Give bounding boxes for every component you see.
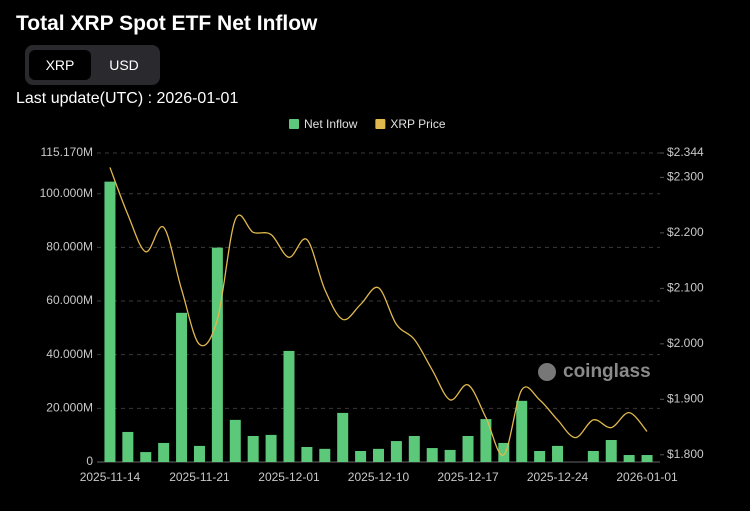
x-tick-label: 2025-11-14 — [80, 470, 141, 484]
bar — [193, 445, 205, 462]
y-tick-label: 40.000M — [46, 347, 93, 361]
x-tick-label: 2026-01-01 — [616, 470, 678, 484]
bar — [587, 450, 599, 462]
bar — [605, 439, 617, 462]
y2-tick-label: $2.344 — [667, 145, 704, 159]
legend-label: XRP Price — [390, 117, 445, 131]
bar — [140, 452, 152, 462]
legend-swatch — [289, 119, 299, 129]
tab-usd[interactable]: USD — [109, 57, 139, 73]
y-tick-label: 20.000M — [46, 401, 93, 415]
bar — [480, 419, 492, 462]
bar — [444, 449, 456, 462]
bar — [623, 455, 635, 462]
bar — [498, 442, 510, 462]
y2-tick-label: $2.100 — [667, 281, 704, 295]
bar — [355, 450, 367, 462]
x-tick-label: 2025-12-01 — [258, 470, 320, 484]
page-title: Total XRP Spot ETF Net Inflow — [16, 12, 318, 35]
last-update: Last update(UTC) : 2026-01-01 — [16, 90, 239, 107]
legend-label: Net Inflow — [304, 117, 358, 131]
y-tick-label: 60.000M — [46, 293, 93, 307]
tab-xrp[interactable]: XRP — [29, 50, 91, 80]
bar — [319, 448, 331, 462]
watermark-icon — [538, 363, 556, 381]
bar — [104, 181, 116, 462]
y-tick-label: 100.000M — [40, 186, 93, 200]
x-tick-label: 2025-11-21 — [169, 470, 230, 484]
bar — [211, 247, 223, 462]
y2-tick-label: $2.000 — [667, 336, 704, 350]
price-line — [109, 167, 648, 456]
bar — [301, 446, 313, 462]
y-tick-label: 115.170M — [41, 145, 93, 159]
bar — [408, 435, 420, 462]
bar — [265, 434, 277, 462]
y2-tick-label: $2.300 — [667, 170, 704, 184]
bar — [534, 450, 546, 462]
bar — [641, 455, 653, 462]
bar — [516, 400, 528, 462]
bar — [122, 431, 134, 462]
bar — [247, 435, 259, 462]
y2-tick-label: $1.900 — [667, 391, 704, 405]
x-tick-label: 2025-12-17 — [437, 470, 499, 484]
watermark-text: coinglass — [563, 361, 651, 382]
bar — [229, 419, 241, 462]
bar — [337, 412, 349, 462]
bar — [158, 442, 170, 462]
legend-swatch — [375, 119, 386, 129]
y2-tick-label: $2.200 — [667, 225, 704, 239]
bar — [176, 312, 188, 462]
y-tick-label: 0 — [86, 454, 93, 468]
bar — [373, 448, 384, 462]
bar — [426, 448, 438, 462]
x-tick-label: 2025-12-10 — [348, 470, 410, 484]
y-tick-label: 80.000M — [46, 240, 93, 254]
y2-tick-label: $1.800 — [667, 447, 704, 461]
bar — [552, 445, 564, 462]
watermark: coinglass — [538, 361, 651, 382]
bar — [462, 435, 474, 462]
tab-group: XRP USD — [25, 45, 160, 85]
bar — [283, 350, 295, 462]
x-tick-label: 2025-12-24 — [527, 470, 589, 484]
bar — [390, 441, 402, 462]
